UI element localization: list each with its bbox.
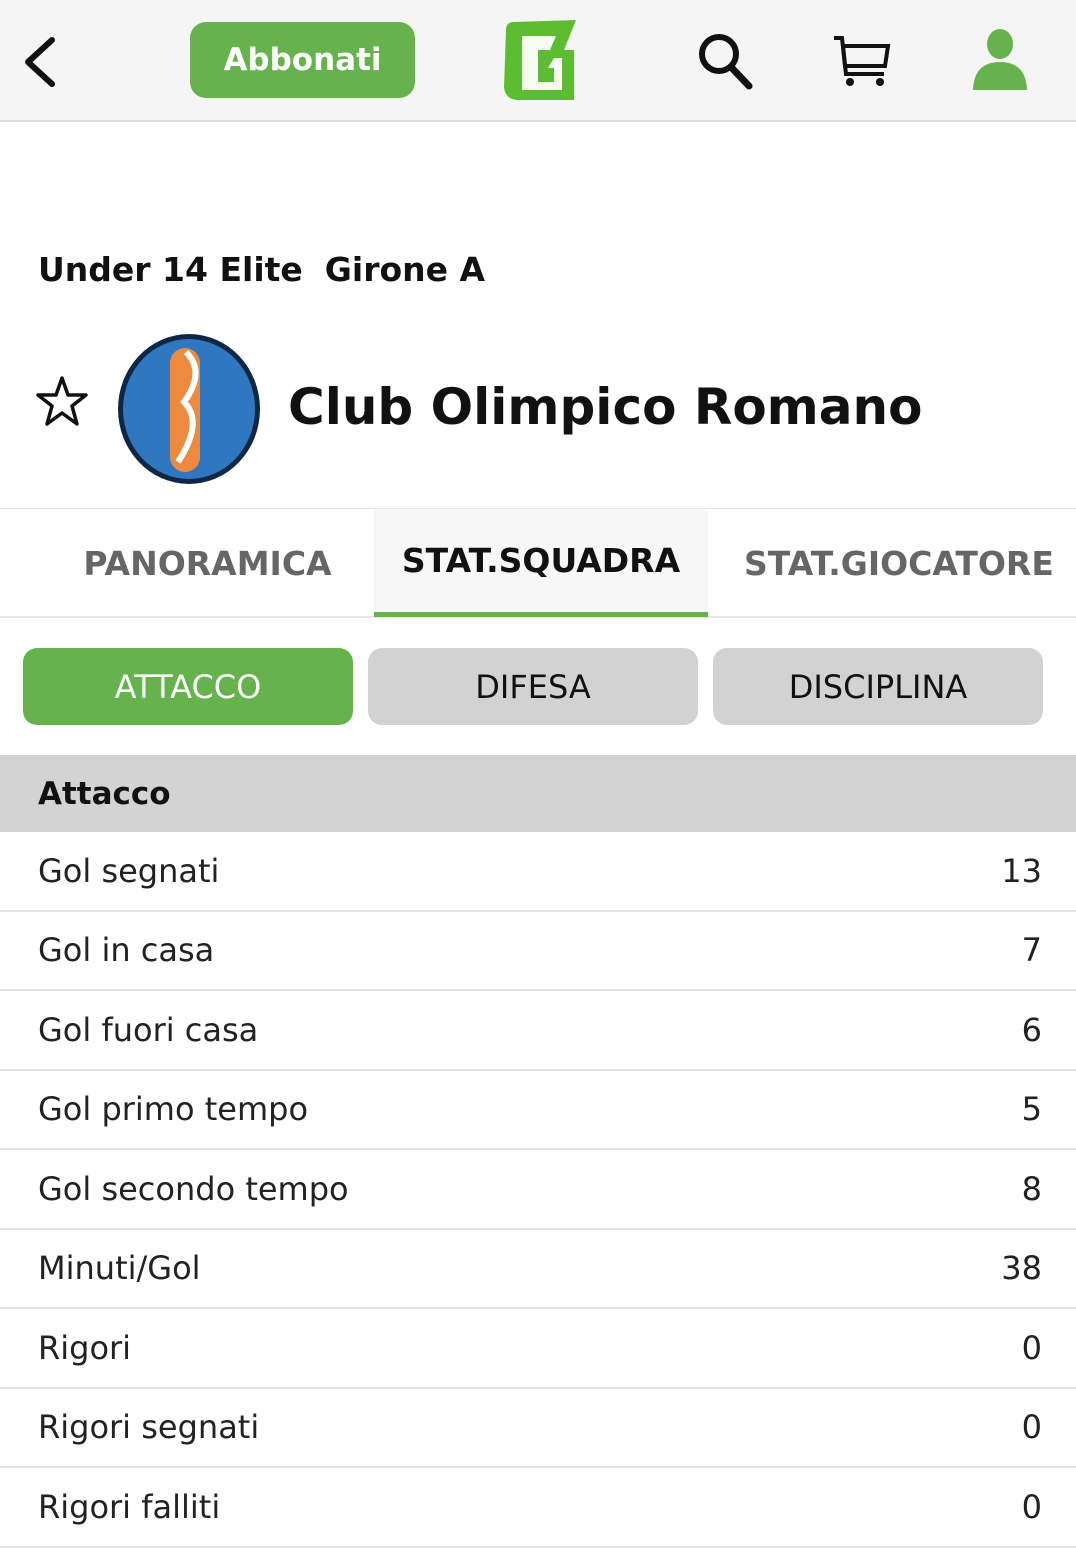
segment-disciplina[interactable]: DISCIPLINA: [713, 648, 1043, 725]
team-logo: [118, 334, 260, 484]
stat-row: Gol segnati 13: [0, 832, 1076, 912]
stat-value: 13: [1001, 851, 1042, 890]
tab-stat-squadra[interactable]: STAT.SQUADRA: [374, 509, 708, 617]
stat-label: Gol in casa: [38, 931, 215, 970]
stat-label: Minuti/Gol: [38, 1249, 201, 1288]
category-label: Under 14 Elite: [38, 250, 303, 289]
g-logo[interactable]: [498, 18, 580, 104]
tab-bar: PANORAMICA STAT.SQUADRA STAT.GIOCATORE: [0, 508, 1076, 618]
app-header: Abbonati: [0, 0, 1076, 122]
stat-label: Rigori: [38, 1328, 132, 1367]
stat-row: Gol fuori casa 6: [0, 991, 1076, 1071]
stat-value: 7: [1021, 931, 1042, 970]
cart-icon[interactable]: [832, 34, 892, 90]
stat-row: Rigori segnati 0: [0, 1389, 1076, 1468]
chevron-left-icon[interactable]: [22, 36, 58, 88]
stat-value: 8: [1021, 1169, 1042, 1208]
search-icon[interactable]: [695, 30, 755, 92]
tab-stat-giocatore[interactable]: STAT.GIOCATORE: [744, 543, 1054, 583]
subscribe-button[interactable]: Abbonati: [190, 22, 415, 98]
stat-row: Gol secondo tempo 8: [0, 1150, 1076, 1230]
competition-title: Under 14 Elite Girone A: [38, 250, 507, 289]
stat-value: 0: [1021, 1408, 1042, 1447]
team-name: Club Olimpico Romano: [288, 378, 923, 436]
stat-row: Minuti/Gol 38: [0, 1230, 1076, 1309]
stat-label: Gol secondo tempo: [38, 1169, 349, 1208]
stat-row: Gol in casa 7: [0, 912, 1076, 991]
section-header: Attacco: [0, 755, 1076, 832]
star-outline-icon[interactable]: [34, 374, 90, 428]
stat-row: Gol primo tempo 5: [0, 1071, 1076, 1150]
stat-value: 6: [1021, 1010, 1042, 1049]
stat-value: 5: [1021, 1090, 1042, 1129]
segment-attacco[interactable]: ATTACCO: [23, 648, 353, 725]
tab-panoramica[interactable]: PANORAMICA: [83, 543, 332, 583]
segment-difesa[interactable]: DIFESA: [368, 648, 698, 725]
stat-label: Rigori falliti: [38, 1487, 221, 1526]
stat-label: Gol primo tempo: [38, 1090, 309, 1129]
stat-row: Rigori falliti 0: [0, 1468, 1076, 1548]
stat-value: 0: [1021, 1328, 1042, 1367]
stat-row: Rigori 0: [0, 1309, 1076, 1389]
group-label: Girone A: [324, 250, 486, 289]
user-icon[interactable]: [970, 28, 1030, 92]
stat-label: Gol fuori casa: [38, 1010, 259, 1049]
stat-value: 38: [1001, 1249, 1042, 1288]
stat-label: Gol segnati: [38, 851, 220, 890]
stat-label: Rigori segnati: [38, 1408, 260, 1447]
stat-value: 0: [1021, 1487, 1042, 1526]
